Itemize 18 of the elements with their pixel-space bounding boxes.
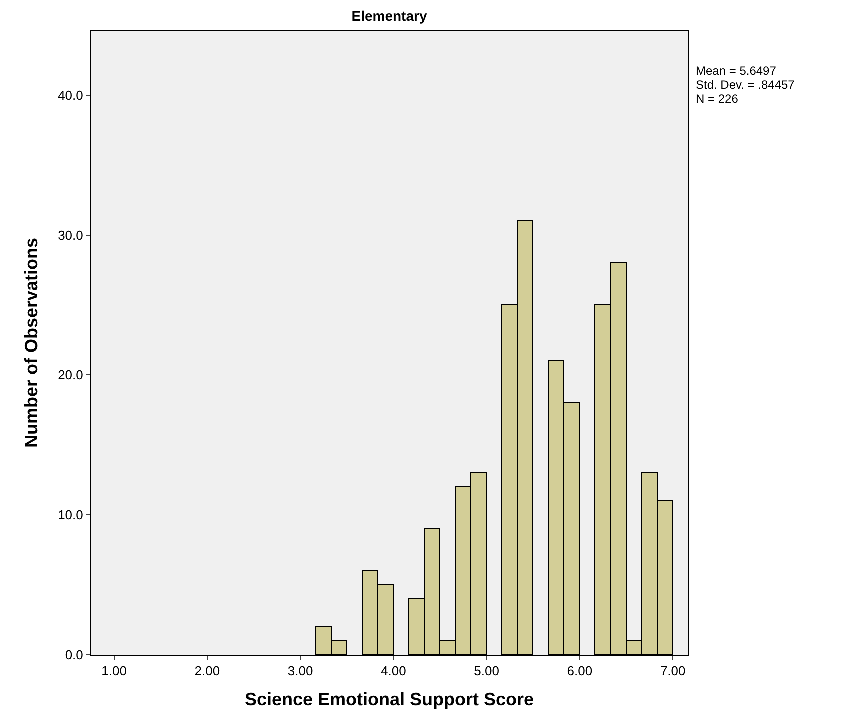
x-tick-label: 5.00 [474,664,500,679]
x-tick-label: 2.00 [194,664,220,679]
x-tick-label: 6.00 [567,664,593,679]
y-tick-label: 10.0 [58,508,84,523]
y-tick-label: 20.0 [58,368,84,383]
x-tick-label: 1.00 [102,664,127,679]
y-tick-label: 40.0 [58,88,84,103]
y-tick-label: 30.0 [58,228,84,243]
x-tick-label: 7.00 [660,664,686,679]
y-tick-label: 0.0 [65,648,84,663]
y-axis-title: Number of Observations [21,238,42,448]
x-tick-label: 3.00 [288,664,314,679]
text: Std. Dev. = .84457 [696,78,796,92]
chart-title: Elementary [352,8,428,24]
text: Mean = 5.6497 [696,64,777,78]
text: N = 226 [696,92,739,106]
x-tick-label: 4.00 [381,664,406,679]
x-axis-title: Science Emotional Support Score [244,690,534,710]
